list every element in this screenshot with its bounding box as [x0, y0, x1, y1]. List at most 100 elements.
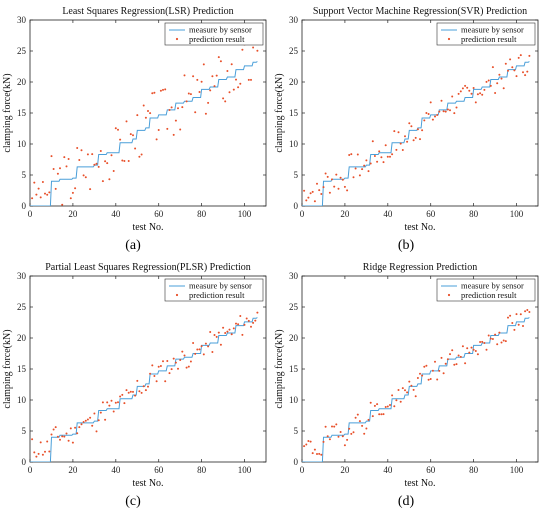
prediction-point	[393, 405, 396, 408]
prediction-point	[414, 395, 417, 398]
prediction-point	[41, 181, 44, 183]
prediction-point	[200, 345, 203, 348]
prediction-point	[59, 167, 61, 170]
prediction-point	[459, 90, 462, 93]
prediction-point	[371, 415, 374, 418]
prediction-point	[466, 86, 469, 89]
prediction-point	[219, 343, 222, 346]
prediction-point	[474, 101, 477, 104]
prediction-point	[526, 309, 529, 311]
prediction-point	[487, 334, 490, 337]
prediction-point	[181, 106, 184, 109]
prediction-point	[361, 168, 364, 171]
prediction-point	[410, 125, 413, 128]
series-line-measure-by-sensor	[30, 317, 258, 462]
prediction-point	[174, 361, 177, 364]
prediction-point	[363, 432, 366, 435]
y-tick-label: 10	[17, 139, 27, 149]
prediction-point	[241, 333, 244, 336]
chart-panel-4: Ridge Regression Prediction 0 20 40 60 80 100 0…	[274, 262, 539, 509]
prediction-point	[305, 199, 308, 202]
y-tick-label: 15	[289, 108, 299, 118]
prediction-point	[414, 136, 417, 139]
prediction-point	[320, 453, 323, 456]
prediction-point	[250, 78, 252, 81]
prediction-point	[459, 355, 462, 358]
prediction-point	[416, 128, 419, 131]
prediction-point	[37, 452, 40, 455]
prediction-point	[320, 193, 323, 195]
prediction-point	[309, 192, 312, 195]
prediction-point	[393, 130, 396, 133]
prediction-point	[127, 160, 130, 162]
prediction-point	[367, 418, 370, 421]
prediction-point	[151, 92, 154, 95]
prediction-point	[48, 191, 51, 194]
prediction-point	[52, 168, 55, 170]
prediction-point	[384, 406, 387, 408]
y-axis-label: clamping force(kN)	[274, 329, 285, 408]
prediction-point	[455, 363, 458, 366]
prediction-point	[213, 334, 216, 336]
legend-item-measure: measure by sensor	[189, 281, 252, 291]
prediction-point	[39, 441, 42, 444]
prediction-point	[365, 427, 368, 430]
legend-item-prediction: prediction result	[461, 290, 517, 300]
prediction-point	[406, 391, 409, 394]
prediction-point	[177, 107, 179, 110]
prediction-point	[151, 364, 154, 367]
prediction-point	[84, 419, 87, 422]
chart-title: Ridge Regression Prediction	[363, 262, 477, 273]
prediction-point	[215, 335, 218, 338]
prediction-point	[237, 86, 240, 89]
prediction-point	[434, 360, 436, 363]
y-tick-label: 5	[22, 426, 27, 436]
prediction-point	[487, 79, 490, 82]
prediction-point	[63, 435, 66, 438]
prediction-point	[183, 354, 186, 357]
prediction-point	[67, 439, 70, 442]
prediction-point	[134, 394, 137, 397]
prediction-point	[346, 438, 349, 441]
panel-label: (b)	[398, 238, 415, 253]
prediction-point	[517, 56, 520, 59]
prediction-point	[177, 367, 179, 370]
y-tick-label: 0	[22, 457, 27, 467]
prediction-point	[504, 62, 507, 65]
prediction-point	[451, 95, 454, 98]
y-tick-label: 30	[289, 15, 299, 25]
panel-label: (a)	[125, 238, 141, 253]
prediction-point	[207, 101, 210, 104]
prediction-point	[224, 332, 227, 334]
prediction-point	[149, 372, 152, 375]
prediction-point	[44, 192, 46, 195]
prediction-point	[356, 413, 359, 416]
prediction-point	[138, 390, 141, 393]
prediction-point	[123, 160, 126, 162]
prediction-point	[472, 87, 475, 89]
prediction-point	[382, 413, 385, 416]
prediction-point	[369, 401, 372, 404]
prediction-point	[230, 333, 233, 336]
prediction-point	[474, 350, 477, 352]
prediction-point	[367, 170, 370, 173]
prediction-point	[425, 364, 428, 367]
prediction-point	[108, 178, 111, 181]
prediction-point	[181, 350, 184, 353]
y-axis-label: clamping force(kN)	[274, 73, 285, 152]
prediction-point	[235, 322, 237, 325]
prediction-point	[185, 100, 188, 103]
data-layer	[302, 309, 531, 462]
prediction-point	[507, 316, 509, 319]
prediction-point	[104, 160, 107, 163]
prediction-point	[174, 119, 177, 122]
prediction-point	[395, 399, 398, 402]
prediction-point	[337, 435, 340, 438]
prediction-point	[80, 423, 83, 426]
prediction-point	[410, 384, 413, 387]
prediction-point	[168, 109, 171, 111]
prediction-point	[406, 140, 409, 143]
prediction-point	[429, 101, 432, 104]
prediction-point	[401, 149, 404, 151]
prediction-point	[328, 438, 331, 441]
